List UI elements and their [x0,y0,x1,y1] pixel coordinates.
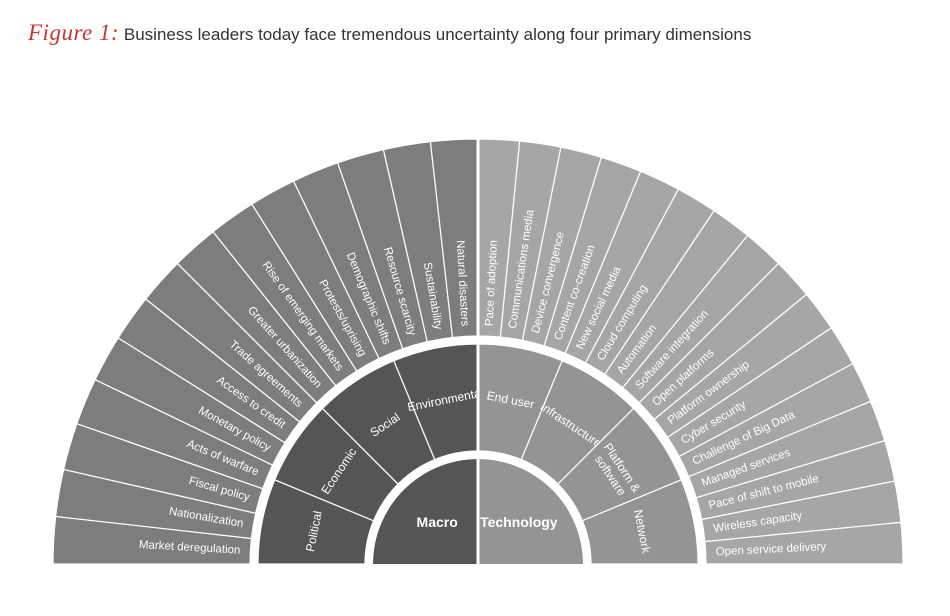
figure-title: Figure 1: Business leaders today face tr… [28,20,922,46]
technology-core-label: Technology [480,514,558,530]
macro-core-label: Macro [417,514,458,530]
sunburst-chart: MacroTechnologyPoliticalEconomicSocialEn… [28,56,928,576]
figure-label: Figure 1: [28,20,119,45]
figure-caption: Business leaders today face tremendous u… [124,25,751,44]
